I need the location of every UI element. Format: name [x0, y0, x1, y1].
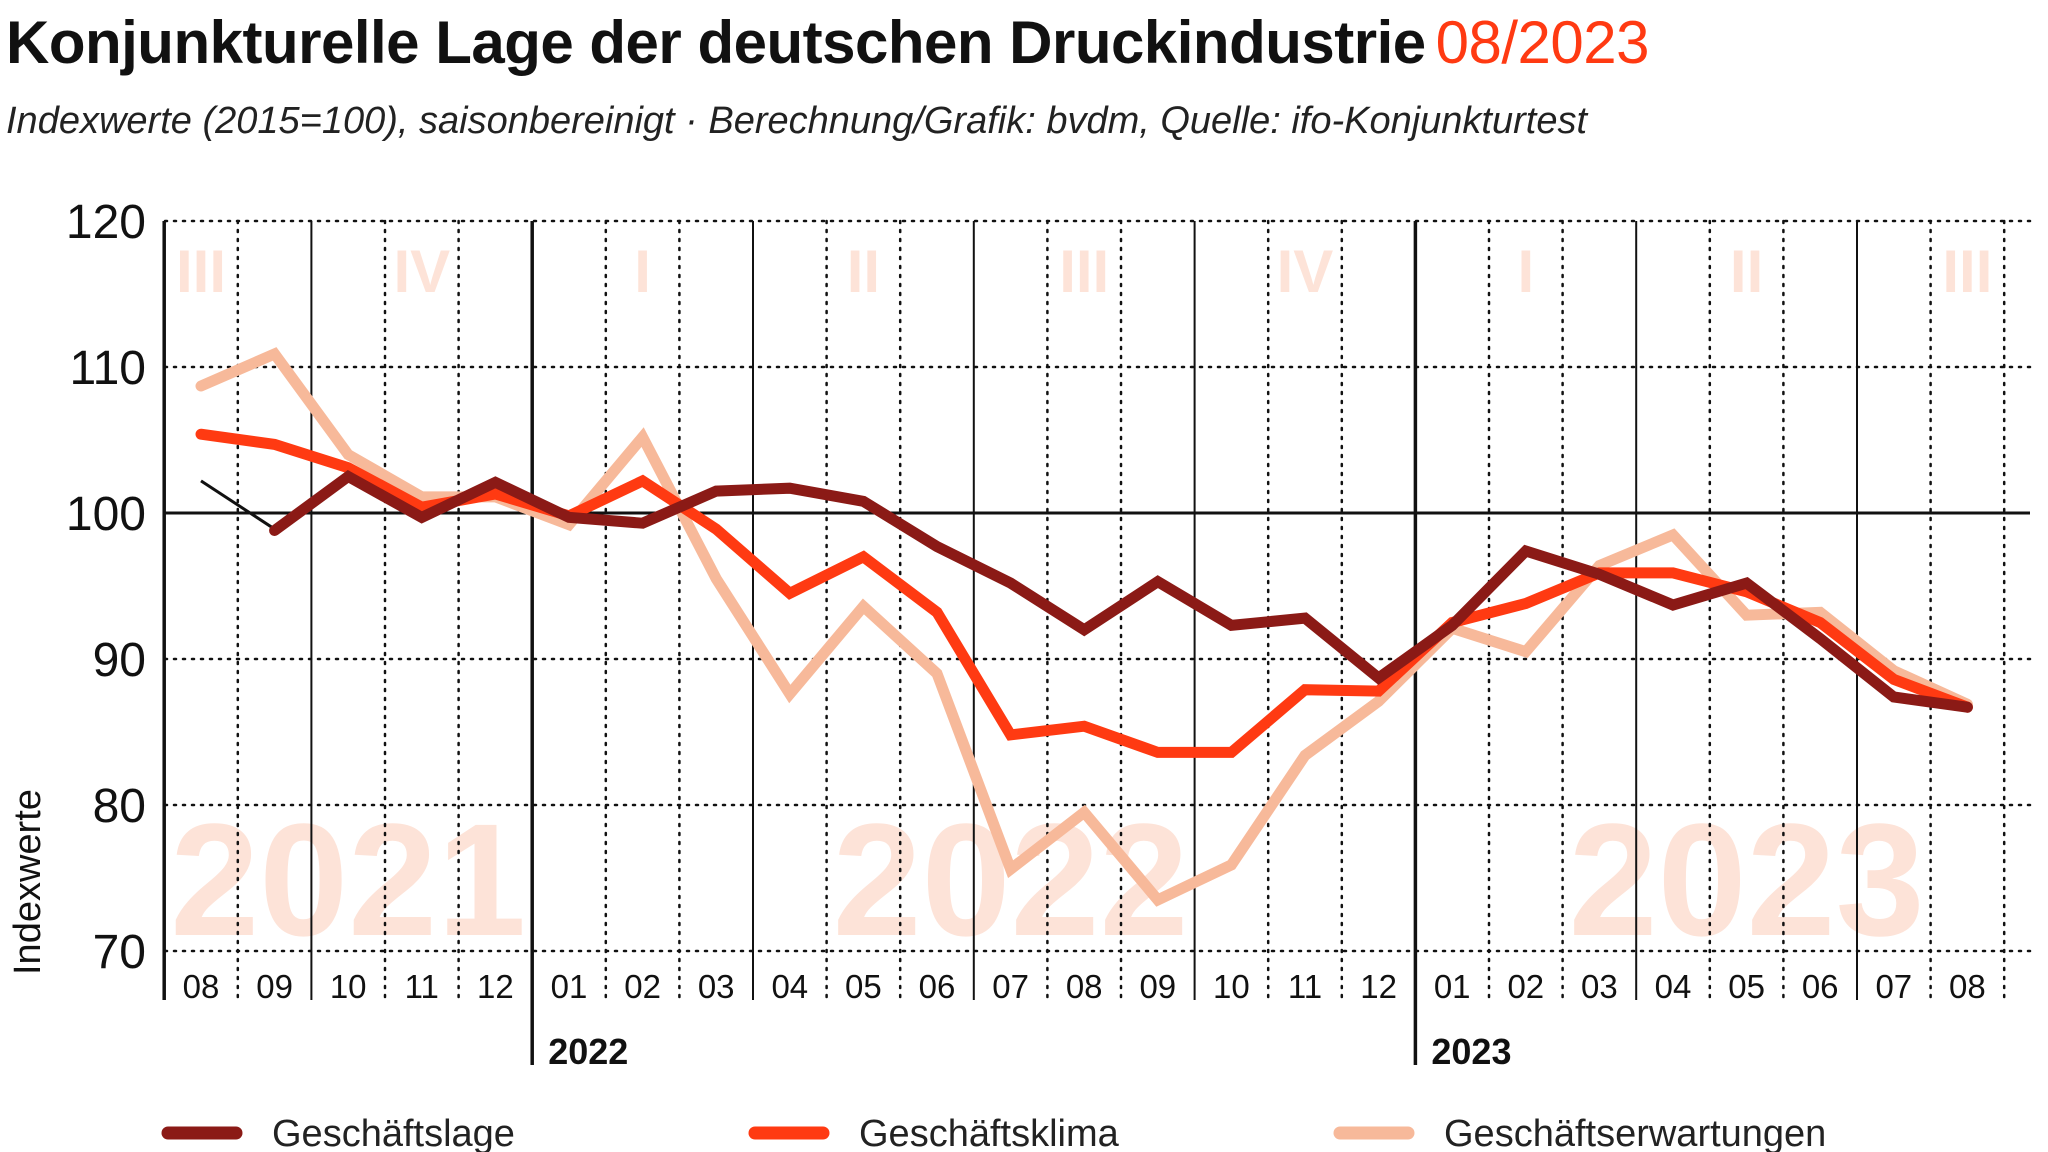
- x-tick-label: 06: [919, 968, 956, 1005]
- series-layer: [195, 347, 1973, 907]
- quarter-label: III: [1942, 238, 1992, 305]
- x-tick-label: 08: [1066, 968, 1103, 1005]
- x-tick-label: 10: [330, 968, 367, 1005]
- x-tick-label: 02: [1507, 968, 1544, 1005]
- y-axis-label: Indexwerte: [7, 789, 49, 975]
- x-tick-label: 02: [624, 968, 661, 1005]
- x-tick-label: 03: [698, 968, 735, 1005]
- legend: Geschäftslage Geschäftsklima Geschäftserwa…: [161, 1113, 1826, 1152]
- watermark-year: 2022: [833, 790, 1189, 969]
- series-line-geschaeftslage: [269, 469, 1973, 713]
- x-year-label: 2022: [548, 1031, 628, 1072]
- connector-line: [200, 479, 276, 531]
- chart-title-text: Konjunkturelle Lage der deutschen Drucki…: [6, 9, 1426, 76]
- x-tick-label: 05: [1728, 968, 1765, 1005]
- labels-layer: 70 80 90 100 110 120 Indexwerte 08 09 10 11 12 01 02 0…: [7, 196, 1986, 1072]
- x-tick-label: 07: [1875, 968, 1912, 1005]
- x-tick-label: 09: [256, 968, 293, 1005]
- legend-item-geschaeftslage: Geschäftslage: [161, 1113, 515, 1152]
- quarter-label: II: [1730, 238, 1763, 305]
- x-tick-label: 11: [405, 968, 439, 1005]
- quarter-label: I: [1517, 238, 1534, 305]
- x-tick-label: 07: [992, 968, 1029, 1005]
- x-tick-label: 01: [1434, 968, 1471, 1005]
- x-tick-label: 06: [1802, 968, 1839, 1005]
- x-tick-label: 04: [771, 968, 808, 1005]
- x-tick-label: 01: [551, 968, 588, 1005]
- legend-label: Geschäftsklima: [859, 1113, 1120, 1152]
- y-tick-label: 110: [69, 342, 146, 395]
- x-tick-label: 04: [1655, 968, 1692, 1005]
- x-tick-label: 12: [477, 968, 514, 1005]
- legend-label: Geschäftserwartungen: [1444, 1113, 1826, 1152]
- x-tick-label: 03: [1581, 968, 1618, 1005]
- watermark-year: 2023: [1569, 790, 1925, 969]
- quarter-label: III: [176, 238, 226, 305]
- x-tick-label: 10: [1213, 968, 1250, 1005]
- legend-item-geschaeftserwartungen: Geschäftserwartungen: [1333, 1113, 1826, 1152]
- x-tick-label: 09: [1139, 968, 1176, 1005]
- quarter-label: III: [1059, 238, 1109, 305]
- chart-subtitle: Indexwerte (2015=100), saisonbereinigt ·…: [6, 100, 1588, 142]
- quarter-label: IV: [393, 238, 450, 305]
- y-tick-label: 100: [66, 488, 146, 541]
- quarter-label: IV: [1277, 238, 1334, 305]
- x-tick-label: 08: [183, 968, 220, 1005]
- x-tick-label: 08: [1949, 968, 1986, 1005]
- quarter-label: I: [634, 238, 651, 305]
- x-tick-label: 05: [845, 968, 882, 1005]
- y-tick-label: 70: [93, 926, 146, 979]
- watermark-year: 2021: [170, 790, 526, 969]
- x-tick-label: 12: [1360, 968, 1397, 1005]
- y-tick-label: 90: [93, 634, 146, 687]
- chart-title-date: 08/2023: [1435, 9, 1650, 76]
- x-tick-label: 11: [1288, 968, 1322, 1005]
- legend-label: Geschäftslage: [272, 1113, 515, 1152]
- y-tick-label: 120: [66, 196, 146, 249]
- series-geschaeftslage: [269, 469, 1973, 713]
- x-year-label: 2023: [1431, 1031, 1511, 1072]
- chart-title: Konjunkturelle Lage der deutschen Drucki…: [6, 8, 1650, 77]
- quarter-label: II: [847, 238, 880, 305]
- legend-item-geschaeftsklima: Geschäftsklima: [748, 1113, 1120, 1152]
- y-tick-label: 80: [93, 780, 146, 833]
